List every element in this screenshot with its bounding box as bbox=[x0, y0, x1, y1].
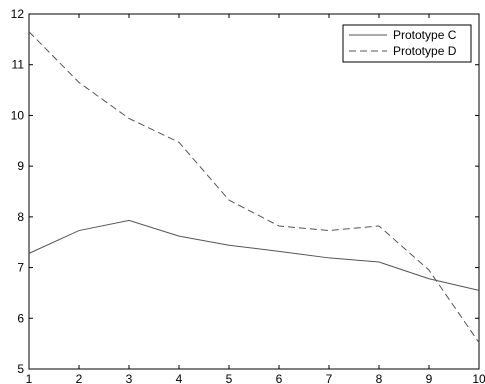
legend-label: Prototype D bbox=[393, 44, 457, 58]
x-tick-label: 10 bbox=[472, 372, 485, 384]
series-line-prototype-d bbox=[28, 31, 480, 343]
legend-box bbox=[342, 24, 472, 63]
y-tick-label: 5 bbox=[17, 362, 24, 376]
x-tick-label: 3 bbox=[126, 372, 133, 384]
x-tick-label: 1 bbox=[26, 372, 33, 384]
plot-frame bbox=[28, 13, 480, 370]
x-tick-label: 9 bbox=[426, 372, 433, 384]
y-tick-label: 6 bbox=[17, 311, 24, 325]
series-layer bbox=[28, 31, 480, 343]
x-tick-label: 4 bbox=[176, 372, 183, 384]
y-tick-label: 8 bbox=[17, 210, 24, 224]
y-tick-label: 9 bbox=[17, 159, 24, 173]
plot-axes bbox=[28, 13, 480, 370]
y-tick-label: 12 bbox=[11, 7, 25, 21]
x-tick-label: 7 bbox=[326, 372, 333, 384]
x-tick-label: 6 bbox=[276, 372, 283, 384]
series-line-prototype-c bbox=[28, 219, 480, 291]
legend: Prototype C Prototype D bbox=[342, 24, 472, 63]
y-tick-label: 11 bbox=[12, 58, 25, 72]
x-tick-label: 8 bbox=[376, 372, 383, 384]
x-tick-label: 2 bbox=[76, 372, 83, 384]
y-tick-label: 10 bbox=[11, 108, 25, 122]
y-tick-label: 7 bbox=[17, 261, 24, 275]
x-tick-label: 5 bbox=[226, 372, 233, 384]
legend-label: Prototype C bbox=[393, 28, 457, 42]
